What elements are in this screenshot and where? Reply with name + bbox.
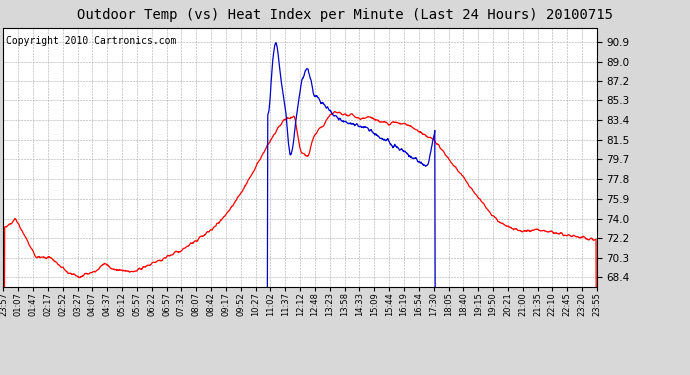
Text: Copyright 2010 Cartronics.com: Copyright 2010 Cartronics.com xyxy=(6,36,177,46)
Text: Outdoor Temp (vs) Heat Index per Minute (Last 24 Hours) 20100715: Outdoor Temp (vs) Heat Index per Minute … xyxy=(77,8,613,21)
